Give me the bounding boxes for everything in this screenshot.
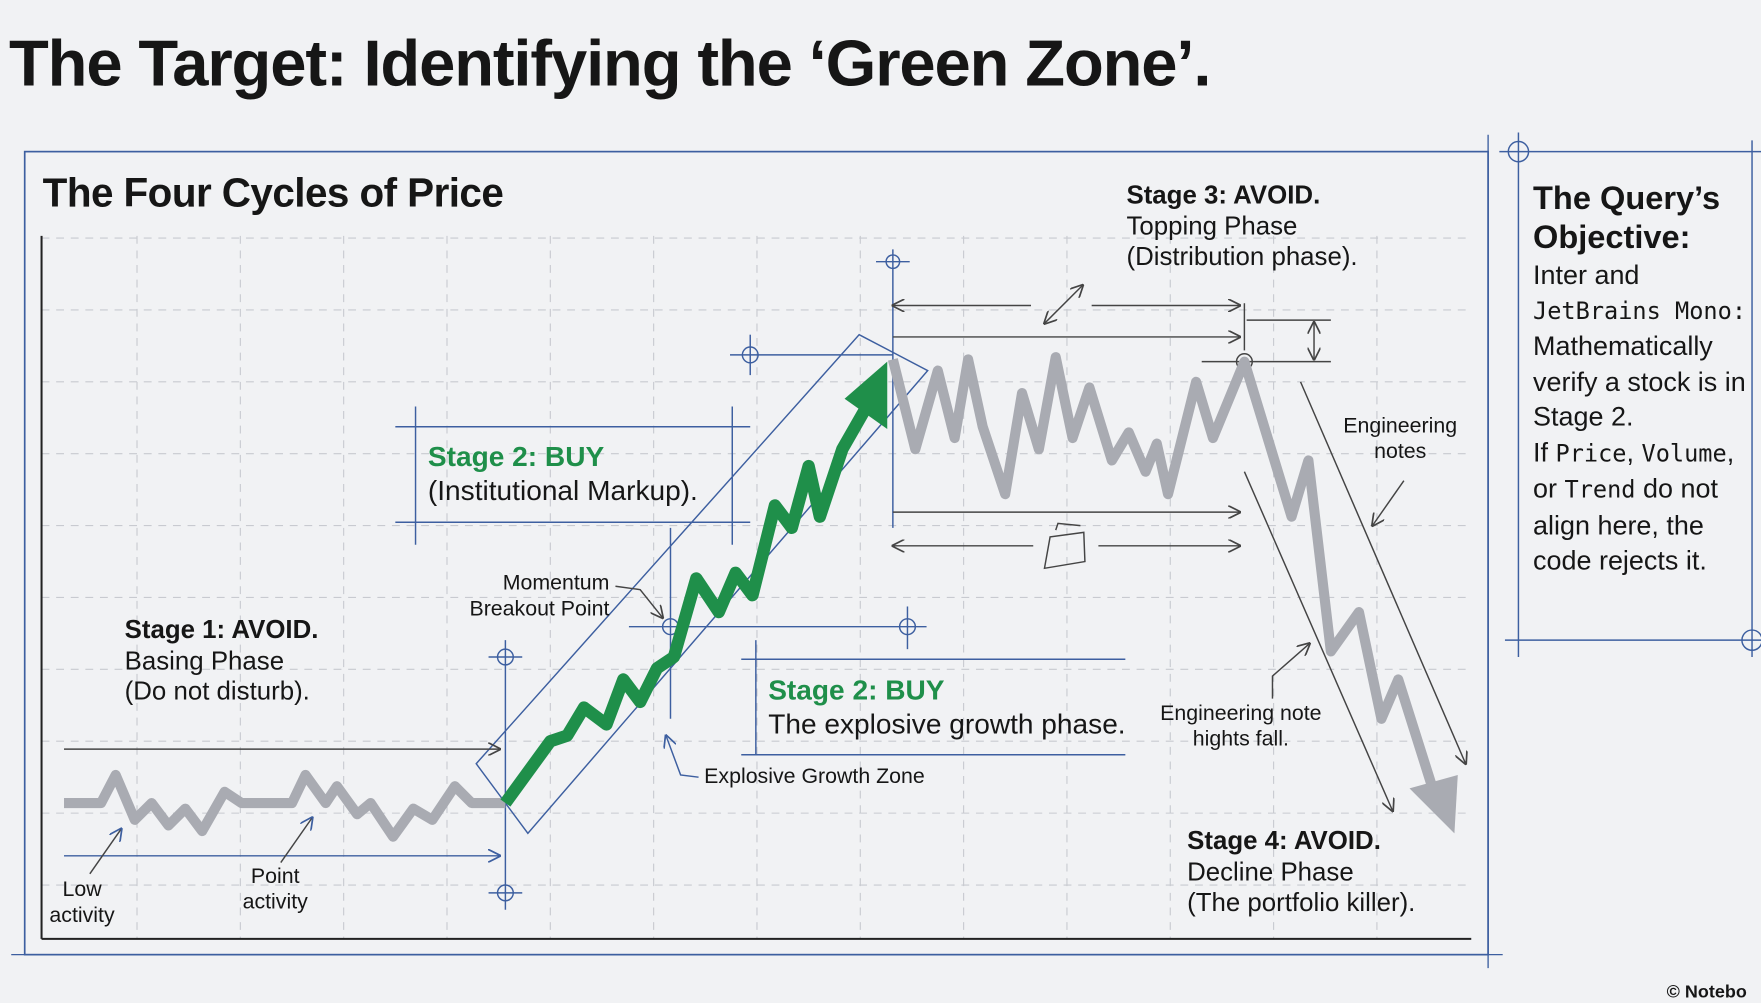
stage3-line2: (Distribution phase). xyxy=(1126,241,1358,271)
objective-condition: If Price, Volume, or Trend do not align … xyxy=(1533,437,1735,577)
stage2b-heading-buy: BUY xyxy=(885,674,945,707)
explosive-growth-channel xyxy=(475,333,929,835)
stage3-line1: Topping Phase xyxy=(1126,210,1298,240)
stage4-label: Stage 4: AVOID. Decline Phase (The portf… xyxy=(1187,825,1415,918)
stage1-label: Stage 1: AVOID. Basing Phase (Do not dis… xyxy=(125,614,319,707)
stage2a-heading: Stage 2: BUY xyxy=(427,441,605,473)
stage3-label: Stage 3: AVOID. Topping Phase (Distribut… xyxy=(1126,180,1357,273)
momentum-breakout-note: Momentum Breakout Point xyxy=(469,571,610,621)
basing-price-line xyxy=(64,769,506,842)
stage2a-line1: (Institutional Markup). xyxy=(427,475,698,507)
explosive-growth-zone-note: Explosive Growth Zone xyxy=(704,764,925,789)
sidebar-frame xyxy=(1499,132,1761,658)
growth-price-line xyxy=(500,406,871,807)
stage3-heading: Stage 3: AVOID. xyxy=(1126,179,1321,209)
point-activity-note: Point activity xyxy=(242,864,308,914)
engineering-notes: Engineering notes xyxy=(1343,414,1458,464)
diagram-subtitle: The Four Cycles of Price xyxy=(42,169,504,216)
engineering-note-fall: Engineering note hights fall. xyxy=(1160,701,1322,752)
objective-mono-text: JetBrains Mono: xyxy=(1533,297,1747,325)
page-title: The Target: Identifying the ‘Green Zone’… xyxy=(8,26,1211,100)
objective-text: Mathematically verify a stock is in Stag… xyxy=(1533,331,1746,433)
blueprint-annotations xyxy=(64,249,1126,910)
stage4-line2: (The portfolio killer). xyxy=(1187,887,1416,917)
stage2b-line1: The explosive growth phase. xyxy=(768,708,1126,741)
stage2b-heading-prefix: Stage 2: xyxy=(768,674,886,707)
stage4-line1: Decline Phase xyxy=(1187,856,1354,886)
low-activity-note: Low activity xyxy=(49,878,115,928)
stage1-line2: (Do not disturb). xyxy=(124,676,310,706)
topping-price-line xyxy=(887,352,1437,788)
grid-lines xyxy=(41,235,1472,939)
query-objective-panel: The Query’s Objective: Inter and JetBrai… xyxy=(1533,180,1758,579)
stage2a-label: Stage 2: BUY (Institutional Markup). xyxy=(428,440,698,507)
watermark: © Notebo xyxy=(1666,982,1747,1002)
dimension-lines xyxy=(64,285,1466,875)
objective-heading-2: Objective: xyxy=(1533,220,1691,257)
objective-text: Inter and xyxy=(1533,260,1640,291)
decline-arrowhead xyxy=(1409,774,1458,834)
stage2b-label: Stage 2: BUY The explosive growth phase. xyxy=(768,674,1125,741)
stage1-line1: Basing Phase xyxy=(124,645,285,675)
growth-arrowhead xyxy=(844,361,888,430)
objective-heading-1: The Query’s xyxy=(1533,180,1721,217)
stage4-heading: Stage 4: AVOID. xyxy=(1187,825,1381,855)
stage1-heading: Stage 1: AVOID. xyxy=(124,614,319,644)
